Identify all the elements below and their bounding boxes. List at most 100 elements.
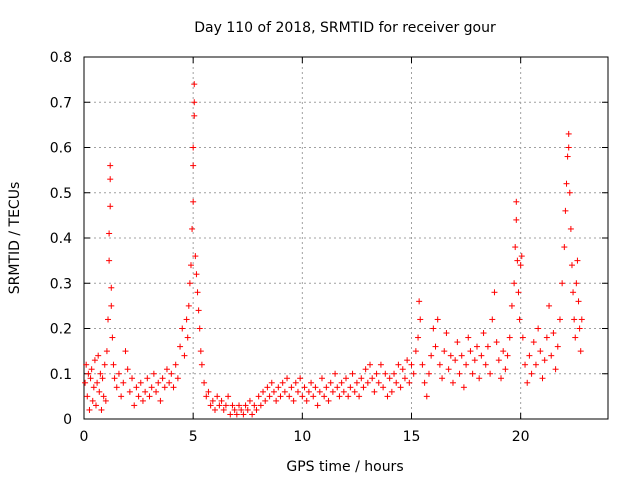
data-point [94, 379, 101, 386]
data-point [516, 316, 523, 323]
data-point [97, 370, 104, 377]
grid-layer [84, 57, 608, 419]
data-point [297, 375, 304, 382]
data-point [415, 334, 422, 341]
data-point [327, 379, 334, 386]
data-point [236, 402, 243, 409]
data-point [231, 406, 238, 413]
y-tick-label: 0.5 [50, 186, 72, 202]
data-point [157, 397, 164, 404]
data-point [404, 357, 411, 364]
data-point [375, 379, 382, 386]
data-point [251, 402, 258, 409]
data-point [401, 375, 408, 382]
data-point [166, 379, 173, 386]
data-point [445, 366, 452, 373]
data-point [137, 379, 144, 386]
data-point [543, 334, 550, 341]
data-point [406, 379, 413, 386]
data-point [567, 225, 574, 232]
data-point [253, 406, 260, 413]
data-point [416, 298, 423, 305]
data-point [439, 375, 446, 382]
data-point [186, 280, 193, 287]
data-point [334, 384, 341, 391]
data-point [129, 375, 136, 382]
data-point [515, 289, 522, 296]
data-point [504, 352, 511, 359]
data-point [218, 397, 225, 404]
data-point [506, 334, 513, 341]
data-point [275, 384, 282, 391]
data-point [482, 361, 489, 368]
x-axis-label: GPS time / hours [286, 459, 403, 475]
data-point [194, 289, 201, 296]
data-point [150, 370, 157, 377]
data-point [288, 384, 295, 391]
data-point [565, 144, 572, 151]
ticks-layer: 0 0.1 0.2 0.3 0.4 0.5 0.6 0.7 0.8 0 5 10 15 20 [50, 50, 608, 445]
data-point [284, 375, 291, 382]
data-point [177, 343, 184, 350]
x-tick-label: 20 [512, 429, 530, 445]
data-point [133, 384, 140, 391]
data-point [88, 366, 95, 373]
data-point [443, 330, 450, 337]
data-point [135, 393, 142, 400]
data-point [572, 334, 579, 341]
data-point [371, 388, 378, 395]
data-point [225, 393, 232, 400]
data-point [106, 230, 113, 237]
data-point [412, 348, 419, 355]
data-point [513, 198, 520, 205]
data-point [578, 316, 585, 323]
data-point [564, 153, 571, 160]
data-point [467, 348, 474, 355]
data-point [478, 352, 485, 359]
data-point [511, 280, 518, 287]
data-point [502, 366, 509, 373]
data-point [356, 393, 363, 400]
data-point [345, 393, 352, 400]
data-point [391, 370, 398, 377]
data-point [222, 402, 229, 409]
data-point [562, 207, 569, 214]
data-point [487, 370, 494, 377]
data-point [571, 316, 578, 323]
data-point [360, 384, 367, 391]
data-point [489, 316, 496, 323]
data-point [98, 406, 105, 413]
x-tick-label: 15 [403, 429, 421, 445]
data-point [517, 262, 524, 269]
y-axis-label: SRMTID / TECUs [7, 182, 23, 295]
data-point [260, 388, 267, 395]
data-point [185, 302, 192, 309]
data-point [264, 384, 271, 391]
y-tick-label: 0.2 [50, 322, 72, 338]
data-point [463, 361, 470, 368]
data-point [382, 370, 389, 377]
data-point [362, 366, 369, 373]
data-point [480, 330, 487, 337]
data-point [196, 325, 203, 332]
data-point [575, 298, 582, 305]
data-point [541, 357, 548, 364]
data-point [212, 406, 218, 413]
data-point [189, 225, 196, 232]
data-point [246, 397, 253, 404]
data-point [347, 384, 354, 391]
data-point [95, 352, 102, 359]
data-point [417, 316, 424, 323]
data-point [238, 406, 245, 413]
data-point [190, 144, 197, 151]
data-point [537, 348, 544, 355]
data-point [249, 411, 256, 418]
data-point [500, 348, 507, 355]
data-point [574, 257, 581, 264]
data-point [101, 361, 108, 368]
data-point [201, 379, 208, 386]
data-point [84, 393, 91, 400]
data-point [512, 244, 519, 251]
y-tick-label: 0.3 [50, 276, 72, 292]
